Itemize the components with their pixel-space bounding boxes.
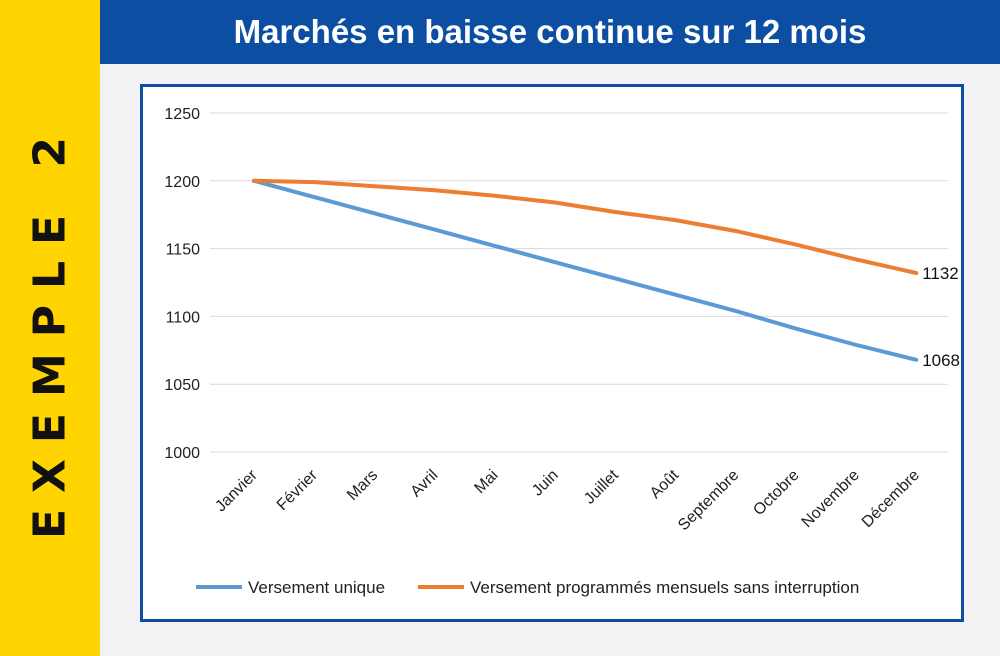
end-value-label-2: 1132 xyxy=(922,264,959,283)
header-bar: Marchés en baisse continue sur 12 mois xyxy=(100,0,1000,64)
chart-frame xyxy=(140,84,964,622)
x-tick-label: Août xyxy=(647,466,683,502)
y-tick-label: 1250 xyxy=(164,106,200,123)
x-tick-label: Novembre xyxy=(799,467,863,531)
page-title: Marchés en baisse continue sur 12 mois xyxy=(233,13,867,50)
y-tick-label: 1150 xyxy=(166,242,201,259)
series-line-1 xyxy=(252,178,919,362)
x-tick-label: Avril xyxy=(408,467,442,501)
x-tick-label: Mars xyxy=(344,467,381,504)
legend-label-2: Versement programmés mensuels sans inter… xyxy=(470,578,859,597)
x-axis-ticks: Janvier Février Mars Avril Mai Juin Juillet Aoû… xyxy=(212,466,923,534)
series-line-2 xyxy=(252,178,919,276)
x-tick-label: Juin xyxy=(529,467,562,500)
y-tick-label: 1000 xyxy=(164,445,200,462)
end-value-label-1: 1068 xyxy=(922,351,960,370)
y-axis-ticks: 1000 1050 1100 1150 1200 1250 xyxy=(164,106,200,462)
legend: Versement unique Versement programmés men… xyxy=(196,578,859,597)
x-tick-label: Janvier xyxy=(212,466,261,515)
side-band: EXEMPLE 2 xyxy=(0,0,100,656)
data-labels: 1068 1132 xyxy=(922,264,960,370)
y-tick-label: 1200 xyxy=(164,174,200,191)
x-tick-label: Octobre xyxy=(750,467,802,519)
x-tick-label: Juillet xyxy=(581,466,622,507)
y-tick-label: 1100 xyxy=(166,309,201,326)
grid-lines xyxy=(210,112,948,453)
x-tick-label: Mai xyxy=(471,467,501,497)
series-lines xyxy=(252,178,919,362)
y-tick-label: 1050 xyxy=(164,377,200,394)
x-tick-label: Février xyxy=(274,466,322,514)
x-tick-label: Décembre xyxy=(859,467,923,531)
legend-label-1: Versement unique xyxy=(248,578,385,597)
x-tick-label: Septembre xyxy=(675,467,742,534)
